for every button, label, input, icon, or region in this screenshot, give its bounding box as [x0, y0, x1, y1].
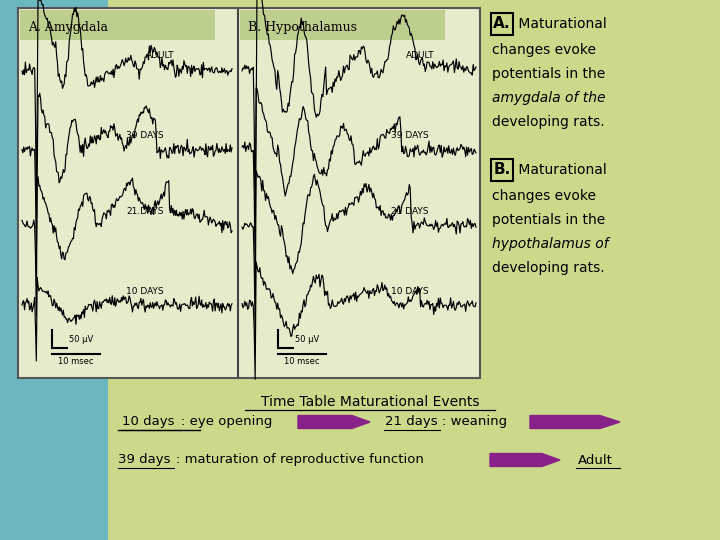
- Text: potentials in the: potentials in the: [492, 213, 606, 227]
- Bar: [0, 0, 108, 540]
- Text: 39 days: 39 days: [118, 454, 171, 467]
- Text: 10 msec: 10 msec: [58, 357, 94, 366]
- FancyBboxPatch shape: [491, 13, 513, 35]
- Text: : weaning: : weaning: [442, 415, 507, 429]
- Text: 10 days: 10 days: [122, 415, 174, 429]
- Text: 21 days: 21 days: [385, 415, 438, 429]
- Text: developing rats.: developing rats.: [492, 261, 605, 275]
- Text: 21 DAYS: 21 DAYS: [391, 206, 428, 215]
- FancyArrow shape: [490, 454, 560, 467]
- Text: ADULT: ADULT: [405, 51, 434, 60]
- Text: : eye opening: : eye opening: [181, 415, 272, 429]
- Point: [234, 7, 243, 14]
- Bar: [18, 8, 480, 378]
- Bar: [240, 10, 445, 40]
- Text: : maturation of reproductive function: : maturation of reproductive function: [176, 454, 424, 467]
- Text: Maturational: Maturational: [514, 163, 607, 177]
- Text: 50 μV: 50 μV: [295, 334, 319, 343]
- FancyArrow shape: [298, 415, 370, 429]
- Text: 21.DAYS: 21.DAYS: [126, 206, 163, 215]
- Text: 39 DAYS: 39 DAYS: [126, 132, 164, 140]
- Text: A.: A.: [493, 17, 510, 31]
- FancyBboxPatch shape: [491, 159, 513, 181]
- Point: [234, 373, 243, 379]
- Text: amygdala of the: amygdala of the: [492, 91, 606, 105]
- FancyArrow shape: [530, 415, 620, 429]
- Text: B. Hypothalamus: B. Hypothalamus: [248, 22, 357, 35]
- Text: Time Table Maturational Events: Time Table Maturational Events: [261, 395, 480, 409]
- Text: A. Amygdala: A. Amygdala: [28, 22, 108, 35]
- Text: 50 μV: 50 μV: [69, 334, 94, 343]
- Text: changes evoke: changes evoke: [492, 43, 596, 57]
- Text: developing rats.: developing rats.: [492, 115, 605, 129]
- Text: ADULT: ADULT: [145, 51, 174, 60]
- Text: 10 msec: 10 msec: [284, 357, 320, 366]
- Text: changes evoke: changes evoke: [492, 189, 596, 203]
- Bar: [20, 10, 215, 40]
- Text: 10 DAYS: 10 DAYS: [126, 287, 164, 295]
- Bar: [108, 0, 720, 540]
- Text: B.: B.: [493, 163, 510, 178]
- Text: Maturational: Maturational: [514, 17, 607, 31]
- Text: 39 DAYS: 39 DAYS: [391, 132, 429, 140]
- Text: 10 DAYS: 10 DAYS: [391, 287, 429, 295]
- Text: Adult: Adult: [578, 454, 613, 467]
- Text: hypothalamus of: hypothalamus of: [492, 237, 608, 251]
- Text: potentials in the: potentials in the: [492, 67, 606, 81]
